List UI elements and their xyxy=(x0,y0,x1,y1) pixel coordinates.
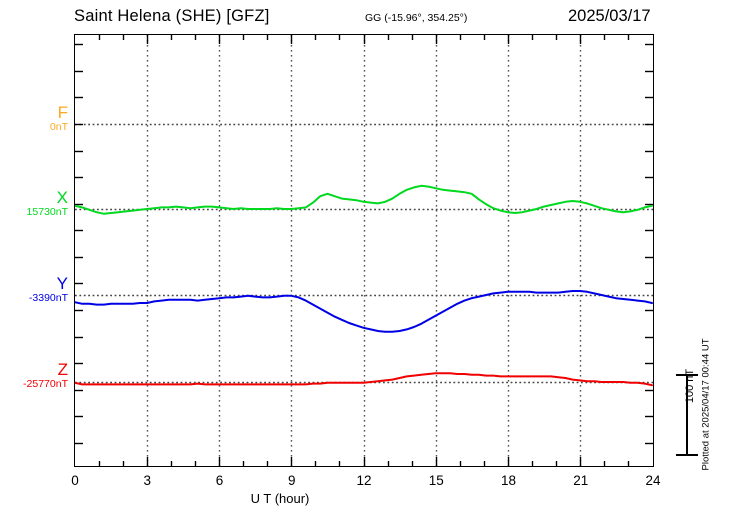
xaxis-tick-15: 15 xyxy=(428,473,444,488)
component-label-y: Y -3390nT xyxy=(8,275,68,305)
xaxis-tick-9: 9 xyxy=(287,473,296,488)
xaxis-tick-6: 6 xyxy=(215,473,224,488)
xaxis-tick-12: 12 xyxy=(356,473,372,488)
xaxis-tick-0: 0 xyxy=(71,473,79,488)
component-letter-f: F xyxy=(57,103,68,122)
xaxis-title: U T (hour) xyxy=(0,491,730,506)
xaxis-title-text: U T (hour) xyxy=(250,491,310,506)
magnetogram-plot xyxy=(75,35,653,466)
component-letter-z: Z xyxy=(57,360,68,379)
plotted-at-timestamp: Plotted at 2025/04/17 00:44 UT xyxy=(700,338,712,471)
axis-ticks xyxy=(75,35,653,466)
component-baseline-x: 15730nT xyxy=(26,206,68,218)
geographic-coordinates: GG (-15.96°, 354.25°) xyxy=(365,12,468,24)
scale-bar-bottom-cap xyxy=(676,454,698,456)
component-baseline-y: -3390nT xyxy=(28,292,68,304)
component-label-x: X 15730nT xyxy=(8,189,68,219)
component-baseline-z: -25770nT xyxy=(23,378,68,390)
component-label-z: Z -25770nT xyxy=(8,361,68,391)
data-traces xyxy=(75,184,653,387)
component-baseline-f: 0nT xyxy=(49,121,68,133)
gridlines xyxy=(146,35,582,466)
component-letter-x: X xyxy=(56,188,68,207)
xaxis-tick-21: 21 xyxy=(573,473,589,488)
component-label-f: F 0nT xyxy=(8,104,68,134)
scale-bar-label: 100 nT xyxy=(684,368,696,404)
component-letter-y: Y xyxy=(56,274,68,293)
baseline-reference-lines xyxy=(75,123,653,384)
plot-frame xyxy=(74,34,654,467)
station-title: Saint Helena (SHE) [GFZ] xyxy=(74,7,270,25)
xaxis-tick-3: 3 xyxy=(143,473,151,488)
xaxis-tick-24: 24 xyxy=(645,473,661,488)
observation-date: 2025/03/17 xyxy=(568,7,651,25)
scale-bar-top-cap xyxy=(676,374,698,376)
xaxis-tick-18: 18 xyxy=(500,473,517,488)
scale-bar xyxy=(686,375,688,455)
